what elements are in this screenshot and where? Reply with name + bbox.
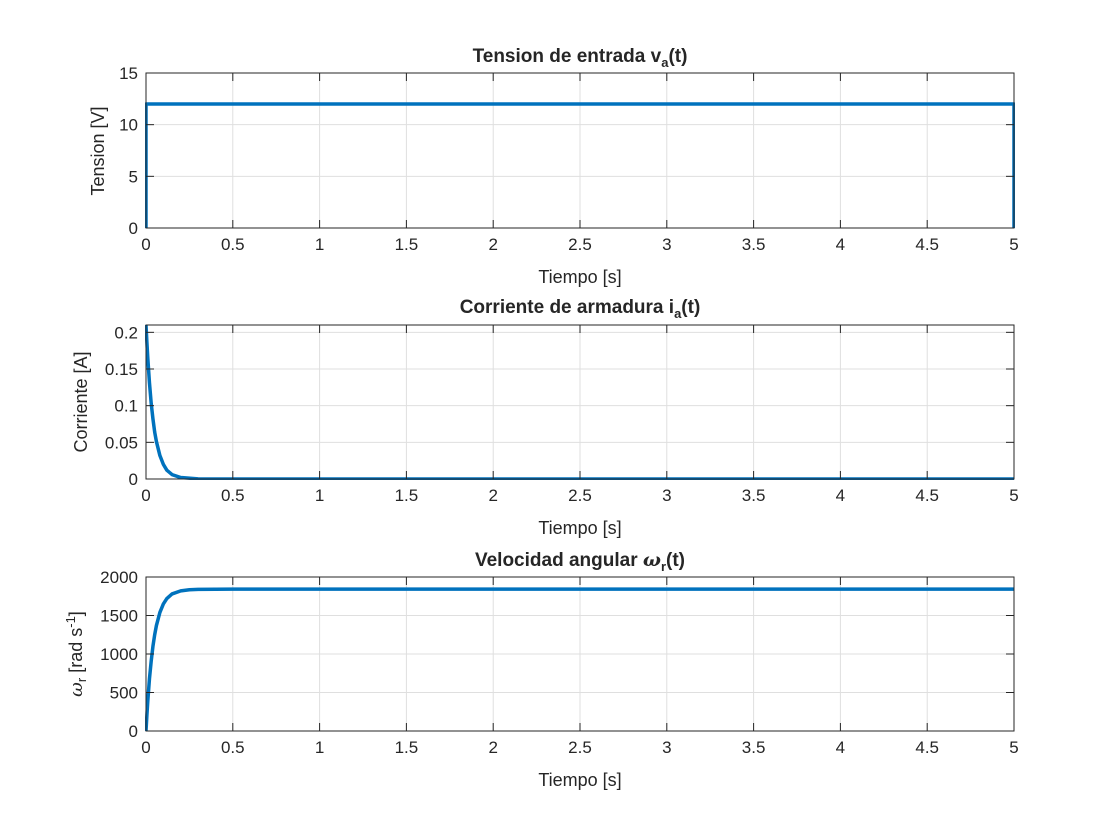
subplot-armature-current-xtick-label-7: 3.5: [742, 486, 766, 505]
subplot-input-voltage-xtick-label-3: 1.5: [395, 235, 419, 254]
subplot-input-voltage-xtick-label-2: 1: [315, 235, 324, 254]
subplot-armature-current-xtick-label-4: 2: [488, 486, 497, 505]
subplot-input-voltage-ytick-label-0: 0: [129, 219, 138, 238]
subplot-angular-velocity-xtick-label-0: 0: [141, 738, 150, 757]
subplot-angular-velocity-ytick-label-2: 1000: [100, 645, 138, 664]
subplot-angular-velocity: Velocidad angular ωr(t) 0 0.5 1 1.5 2 2.5 3 3.5…: [63, 549, 1019, 790]
subplot-input-voltage-xtick-label-5: 2.5: [568, 235, 592, 254]
subplot-input-voltage-ytick-label-1: 5: [129, 167, 138, 186]
subplot-angular-velocity-ytick-label-4: 2000: [100, 568, 138, 587]
subplot-armature-current: Corriente de armadura ia(t) 0 0.5 1 1.5 2 2.5…: [71, 297, 1019, 538]
subplot-angular-velocity-xtick-label-3: 1.5: [395, 738, 419, 757]
subplot-input-voltage-ytick-label-2: 10: [119, 116, 138, 135]
subplot-angular-velocity-xlabel: Tiempo [s]: [538, 770, 621, 790]
subplot-armature-current-ytick-label-4: 0.2: [114, 323, 138, 342]
subplot-armature-current-xtick-label-1: 0.5: [221, 486, 245, 505]
subplot-armature-current-xlabel: Tiempo [s]: [538, 518, 621, 538]
subplot-armature-current-xtick-label-0: 0: [141, 486, 150, 505]
subplot-angular-velocity-ytick-label-1: 500: [110, 684, 138, 703]
subplot-input-voltage-ticks: 0 0.5 1 1.5 2 2.5 3 3.5 4 4.5 5 0 5 10 15: [119, 64, 1019, 254]
subplot-angular-velocity-ticks: 0 0.5 1 1.5 2 2.5 3 3.5 4 4.5 5 0 500 1000 1500 2000: [100, 568, 1019, 757]
subplot-input-voltage-xtick-label-8: 4: [836, 235, 845, 254]
subplot-angular-velocity-ytick-label-3: 1500: [100, 607, 138, 626]
subplot-armature-current-ytick-label-2: 0.1: [114, 397, 138, 416]
subplot-input-voltage-xtick-label-9: 4.5: [915, 235, 939, 254]
subplot-input-voltage-xtick-label-0: 0: [141, 235, 150, 254]
subplot-armature-current-xtick-label-3: 1.5: [395, 486, 419, 505]
subplot-armature-current-ytick-label-1: 0.05: [105, 433, 138, 452]
subplot-armature-current-xtick-label-2: 1: [315, 486, 324, 505]
subplot-angular-velocity-xtick-label-7: 3.5: [742, 738, 766, 757]
subplot-armature-current-xtick-label-5: 2.5: [568, 486, 592, 505]
subplot-angular-velocity-xtick-label-6: 3: [662, 738, 671, 757]
subplot-armature-current-ytick-label-0: 0: [129, 470, 138, 489]
subplot-angular-velocity-xtick-label-2: 1: [315, 738, 324, 757]
subplot-input-voltage-ylabel: Tension [V]: [88, 106, 108, 195]
subplot-armature-current-ytick-label-3: 0.15: [105, 360, 138, 379]
subplot-armature-current-xtick-label-6: 3: [662, 486, 671, 505]
subplot-input-voltage-title: Tension de entrada va(t): [473, 46, 688, 70]
subplot-angular-velocity-xtick-label-10: 5: [1009, 738, 1018, 757]
subplot-input-voltage-xtick-label-10: 5: [1009, 235, 1018, 254]
subplot-armature-current-ylabel: Corriente [A]: [71, 351, 91, 452]
subplot-input-voltage-xtick-label-6: 3: [662, 235, 671, 254]
subplot-input-voltage-xtick-label-7: 3.5: [742, 235, 766, 254]
subplot-angular-velocity-xtick-label-4: 2: [488, 738, 497, 757]
subplot-armature-current-xtick-label-9: 4.5: [915, 486, 939, 505]
subplot-angular-velocity-xtick-label-1: 0.5: [221, 738, 245, 757]
subplot-input-voltage-xtick-label-4: 2: [488, 235, 497, 254]
subplot-angular-velocity-series-line-0: [145, 587, 1014, 732]
subplot-armature-current-xtick-label-10: 5: [1009, 486, 1018, 505]
subplot-angular-velocity-title: Velocidad angular ωr(t): [475, 549, 685, 574]
subplot-armature-current-title: Corriente de armadura ia(t): [460, 297, 701, 321]
subplot-armature-current-ticks: 0 0.5 1 1.5 2 2.5 3 3.5 4 4.5 5 0 0.05 0.1 0.15 0.2: [105, 323, 1019, 505]
subplot-input-voltage-xtick-label-1: 0.5: [221, 235, 245, 254]
subplot-angular-velocity-ylabel: ωr [rad s-1]: [63, 611, 89, 697]
subplot-angular-velocity-xtick-label-9: 4.5: [915, 738, 939, 757]
subplot-angular-velocity-ytick-label-0: 0: [129, 722, 138, 741]
subplot-angular-velocity-xtick-label-8: 4: [836, 738, 845, 757]
subplot-angular-velocity-xtick-label-5: 2.5: [568, 738, 592, 757]
subplot-input-voltage-ytick-label-3: 15: [119, 64, 138, 83]
subplot-input-voltage: Tension de entrada va(t) 0 0.5 1 1.5 2 2.5 3 3.…: [88, 46, 1019, 287]
subplot-input-voltage-xlabel: Tiempo [s]: [538, 267, 621, 287]
subplot-armature-current-xtick-label-8: 4: [836, 486, 845, 505]
